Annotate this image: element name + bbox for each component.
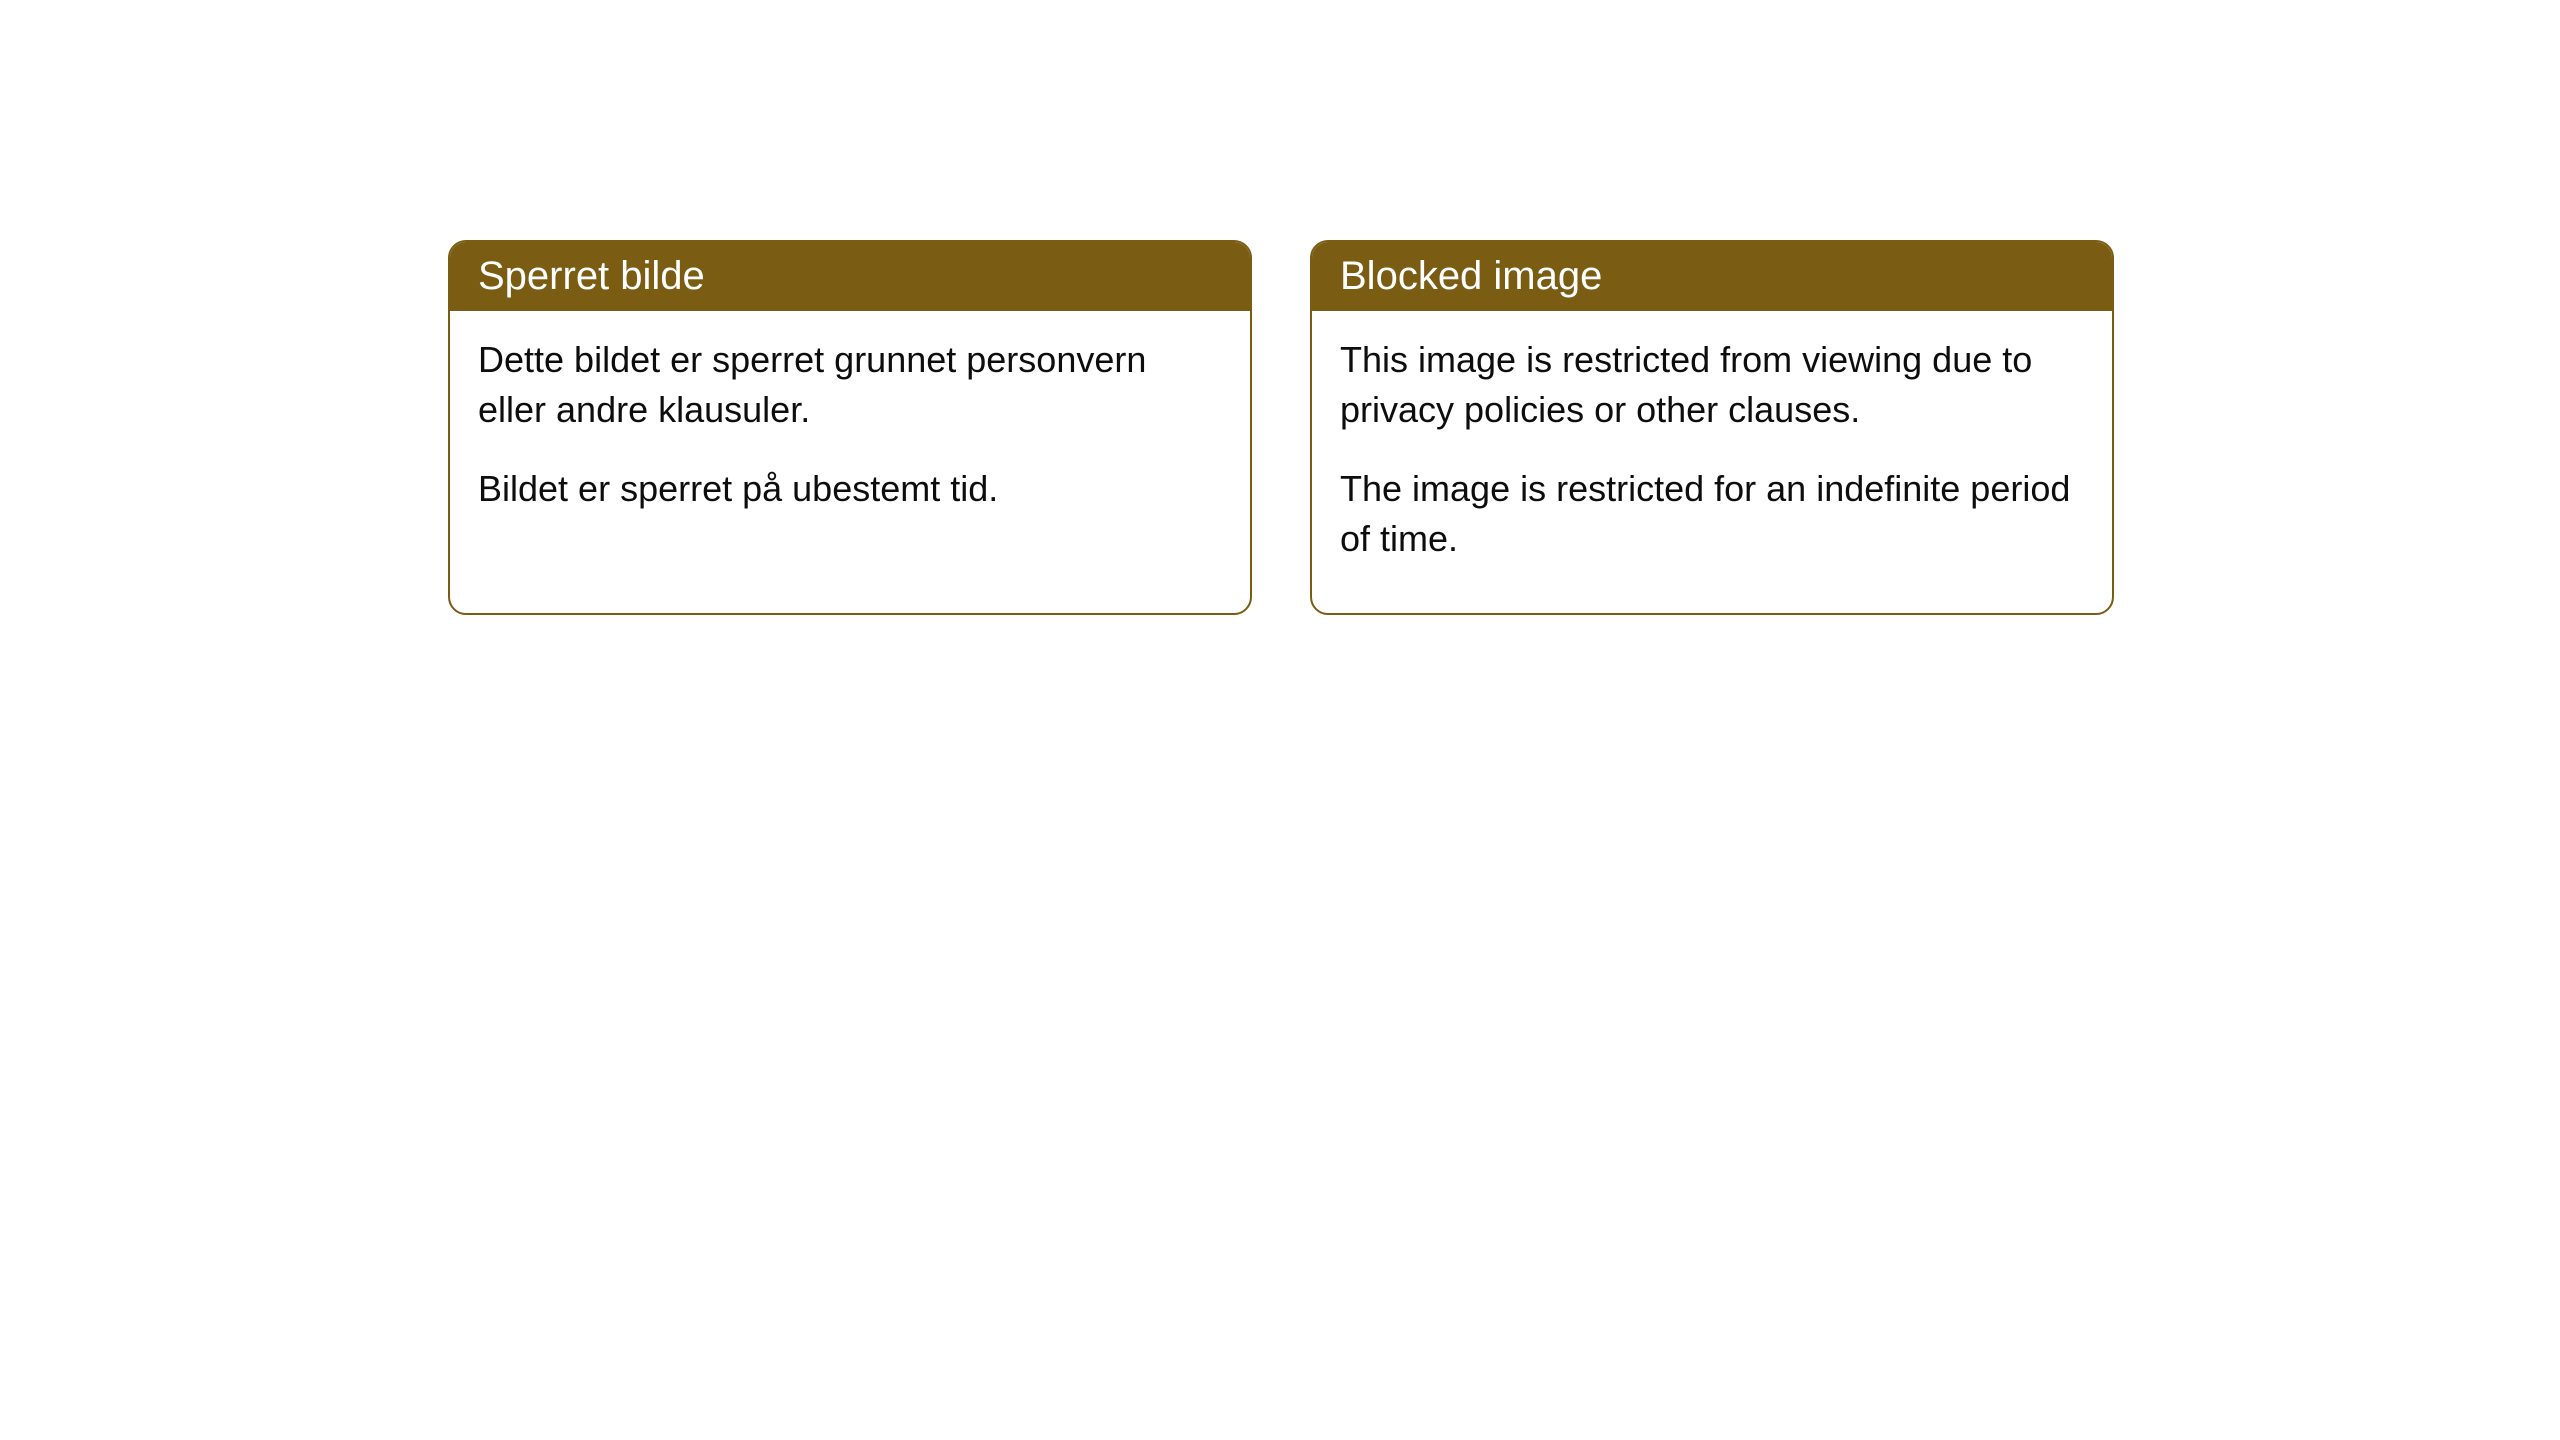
card-body: This image is restricted from viewing du… xyxy=(1312,311,2112,613)
notice-cards-container: Sperret bilde Dette bildet er sperret gr… xyxy=(448,240,2114,615)
card-title: Sperret bilde xyxy=(478,254,705,298)
card-header: Blocked image xyxy=(1312,242,2112,311)
notice-card-norwegian: Sperret bilde Dette bildet er sperret gr… xyxy=(448,240,1252,615)
card-paragraph: Bildet er sperret på ubestemt tid. xyxy=(478,464,1222,514)
card-paragraph: This image is restricted from viewing du… xyxy=(1340,335,2084,436)
card-header: Sperret bilde xyxy=(450,242,1250,311)
card-title: Blocked image xyxy=(1340,254,1602,298)
card-paragraph: Dette bildet er sperret grunnet personve… xyxy=(478,335,1222,436)
card-body: Dette bildet er sperret grunnet personve… xyxy=(450,311,1250,562)
notice-card-english: Blocked image This image is restricted f… xyxy=(1310,240,2114,615)
card-paragraph: The image is restricted for an indefinit… xyxy=(1340,464,2084,565)
